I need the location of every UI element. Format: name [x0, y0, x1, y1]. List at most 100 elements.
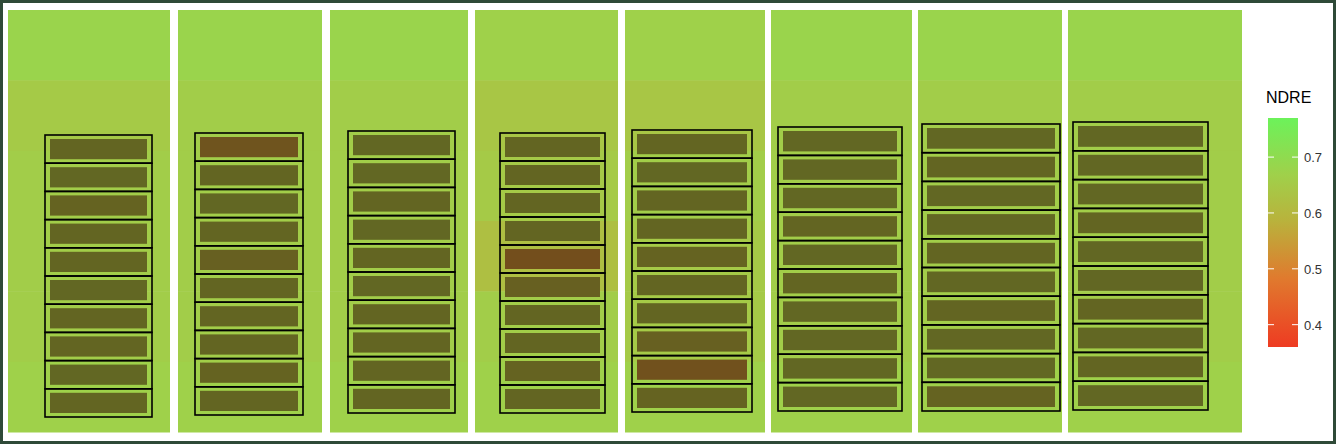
- colorbar-tick: [1268, 268, 1274, 269]
- plot-cell: [783, 273, 897, 293]
- field-cell: [1068, 10, 1242, 81]
- plot-outline: [632, 158, 752, 186]
- plot-cell: [1078, 385, 1203, 406]
- plot-outline: [1073, 266, 1208, 295]
- plot-cell: [927, 214, 1055, 235]
- plot-cell: [927, 386, 1055, 407]
- plot-outline: [922, 124, 1060, 153]
- field-cell: [8, 10, 170, 81]
- plot-cell: [200, 363, 298, 383]
- plot-cell: [1078, 212, 1203, 233]
- plot-cell: [505, 193, 600, 213]
- plot-outline: [778, 212, 902, 240]
- plot-cell: [927, 185, 1055, 206]
- field-cell: [178, 151, 322, 222]
- plot-outline: [348, 159, 455, 187]
- colorbar-tick: [1292, 268, 1298, 269]
- plot-cell: [637, 190, 747, 210]
- plot-outline: [195, 359, 303, 387]
- plot-outline: [632, 384, 752, 412]
- plot-cell: [783, 245, 897, 265]
- plot-outline: [632, 243, 752, 271]
- plot-cell: [353, 191, 450, 211]
- colorbar-tick: [1292, 157, 1298, 158]
- plot-cell: [200, 165, 298, 185]
- plot-cell: [50, 167, 147, 187]
- figure: NDRE0.40.50.60.7: [0, 0, 1336, 444]
- field-cell: [178, 291, 322, 362]
- field-cell: [475, 151, 618, 222]
- plot-cell: [353, 361, 450, 381]
- plot-cell: [50, 336, 147, 356]
- colorbar-title: NDRE: [1266, 89, 1311, 106]
- field-cell: [918, 291, 1062, 362]
- plot-outline: [1073, 180, 1208, 209]
- plot-outline: [348, 300, 455, 328]
- plot-cell: [50, 280, 147, 300]
- plot-outline: [348, 244, 455, 272]
- plot-outline: [1073, 208, 1208, 237]
- field-cell: [771, 80, 912, 151]
- plot-outline: [195, 274, 303, 302]
- plot-outline: [1073, 352, 1208, 381]
- plot-outline: [778, 269, 902, 297]
- plot-cell: [505, 137, 600, 157]
- plot-outline: [1073, 295, 1208, 324]
- field-cell: [330, 291, 468, 362]
- plot-outline: [348, 187, 455, 215]
- plot-cell: [783, 330, 897, 350]
- plot-cell: [200, 391, 298, 411]
- plot-outline: [348, 328, 455, 356]
- plot-outline: [500, 133, 605, 161]
- field-cell: [918, 10, 1062, 81]
- colorbar-tick-label: 0.4: [1304, 318, 1322, 333]
- plot-cell: [353, 304, 450, 324]
- plot-cell: [353, 163, 450, 183]
- plot-cell: [200, 278, 298, 298]
- plot-cell: [505, 389, 600, 409]
- plot-outline: [922, 210, 1060, 239]
- plot-outline: [348, 357, 455, 385]
- field-cell: [771, 10, 912, 81]
- plot-outline: [922, 268, 1060, 297]
- plot-outline: [778, 383, 902, 411]
- colorbar-tick: [1268, 212, 1274, 213]
- plot-outline: [348, 272, 455, 300]
- plot-outline: [195, 161, 303, 189]
- colorbar-tick: [1268, 157, 1274, 158]
- plot-outline: [778, 155, 902, 183]
- plot-outline: [45, 389, 152, 417]
- colorbar-tick-label: 0.6: [1304, 206, 1322, 221]
- plot-cell: [1078, 155, 1203, 176]
- plot-cell: [50, 224, 147, 244]
- plot-outline: [1073, 237, 1208, 266]
- plot-cell: [200, 306, 298, 326]
- plot-cell: [505, 277, 600, 297]
- plot-cell: [1078, 270, 1203, 291]
- plot-outline: [632, 299, 752, 327]
- plot-outline: [195, 330, 303, 358]
- plot-cell: [637, 247, 747, 267]
- plot-outline: [45, 135, 152, 163]
- plot-cell: [783, 159, 897, 179]
- plot-outline: [45, 220, 152, 248]
- plot-cell: [50, 308, 147, 328]
- plot-outline: [348, 216, 455, 244]
- field-cell: [475, 291, 618, 362]
- plot-cell: [505, 249, 600, 269]
- plot-cell: [200, 137, 298, 157]
- plot-cell: [1078, 126, 1203, 147]
- plot-area: [8, 10, 1242, 433]
- plot-outline: [195, 246, 303, 274]
- colorbar: [1268, 118, 1298, 347]
- plot-cell: [505, 333, 600, 353]
- field-cell: [8, 291, 170, 362]
- plot-outline: [195, 302, 303, 330]
- plot-outline: [500, 161, 605, 189]
- colorbar-tick: [1292, 324, 1298, 325]
- plot-cell: [200, 250, 298, 270]
- plot-cell: [1078, 241, 1203, 262]
- plot-outline: [195, 133, 303, 161]
- plot-cell: [353, 220, 450, 240]
- plot-outline: [922, 354, 1060, 383]
